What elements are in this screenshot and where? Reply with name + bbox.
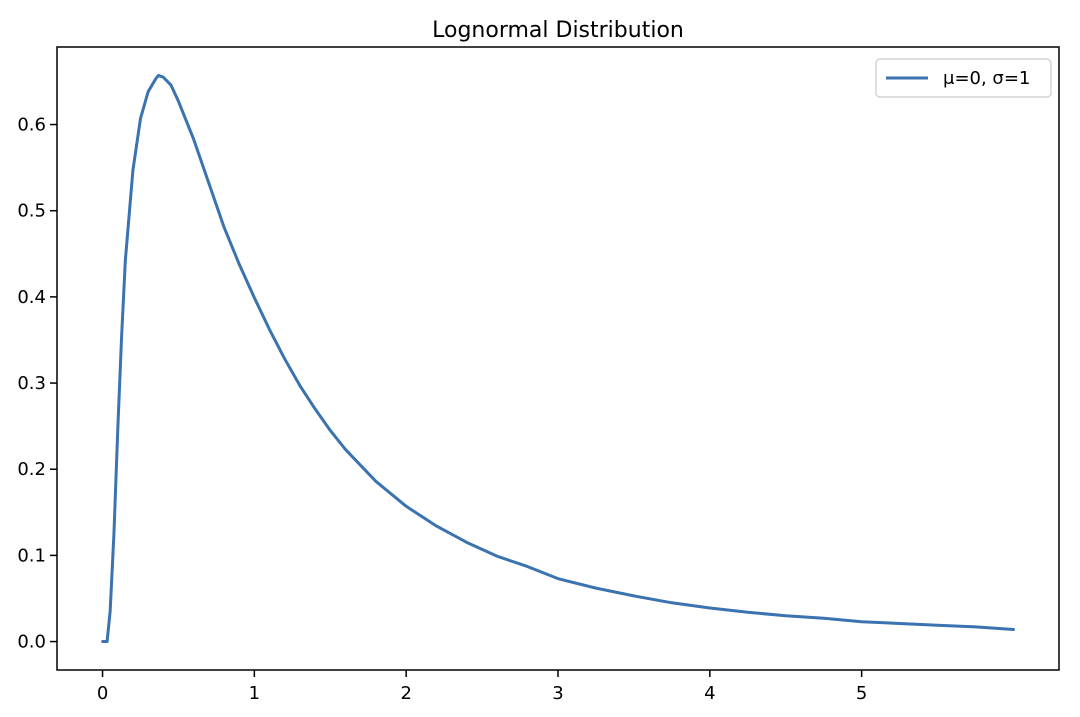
x-tick-label: 2: [400, 683, 411, 704]
x-tick-label: 5: [856, 683, 867, 704]
x-tick-label: 3: [552, 683, 563, 704]
legend-box: [875, 58, 1052, 98]
x-tick-label: 4: [704, 683, 715, 704]
legend-label: μ=0, σ=1: [943, 68, 1030, 89]
plot-area: [56, 46, 1060, 671]
y-tick-label: 0.5: [17, 201, 46, 222]
chart-title: Lognormal Distribution: [432, 18, 684, 43]
legend: μ=0, σ=1: [875, 58, 1052, 98]
x-tick-label: 0: [97, 683, 108, 704]
y-tick-label: 0.3: [17, 373, 46, 394]
series-line-0: [101, 73, 1015, 644]
y-tick-label: 0.1: [17, 545, 46, 566]
y-tick-label: 0.6: [17, 115, 46, 136]
plot-frame: [56, 46, 1060, 671]
y-tick-label: 0.2: [17, 459, 46, 480]
y-tick-label: 0.0: [17, 632, 46, 653]
y-tick-label: 0.4: [17, 287, 46, 308]
axis-ticks: 0 1 2 3 4 5 0.0 0.1 0.2 0.3 0.4 0.5 0.6: [17, 115, 867, 704]
x-tick-label: 1: [249, 683, 260, 704]
